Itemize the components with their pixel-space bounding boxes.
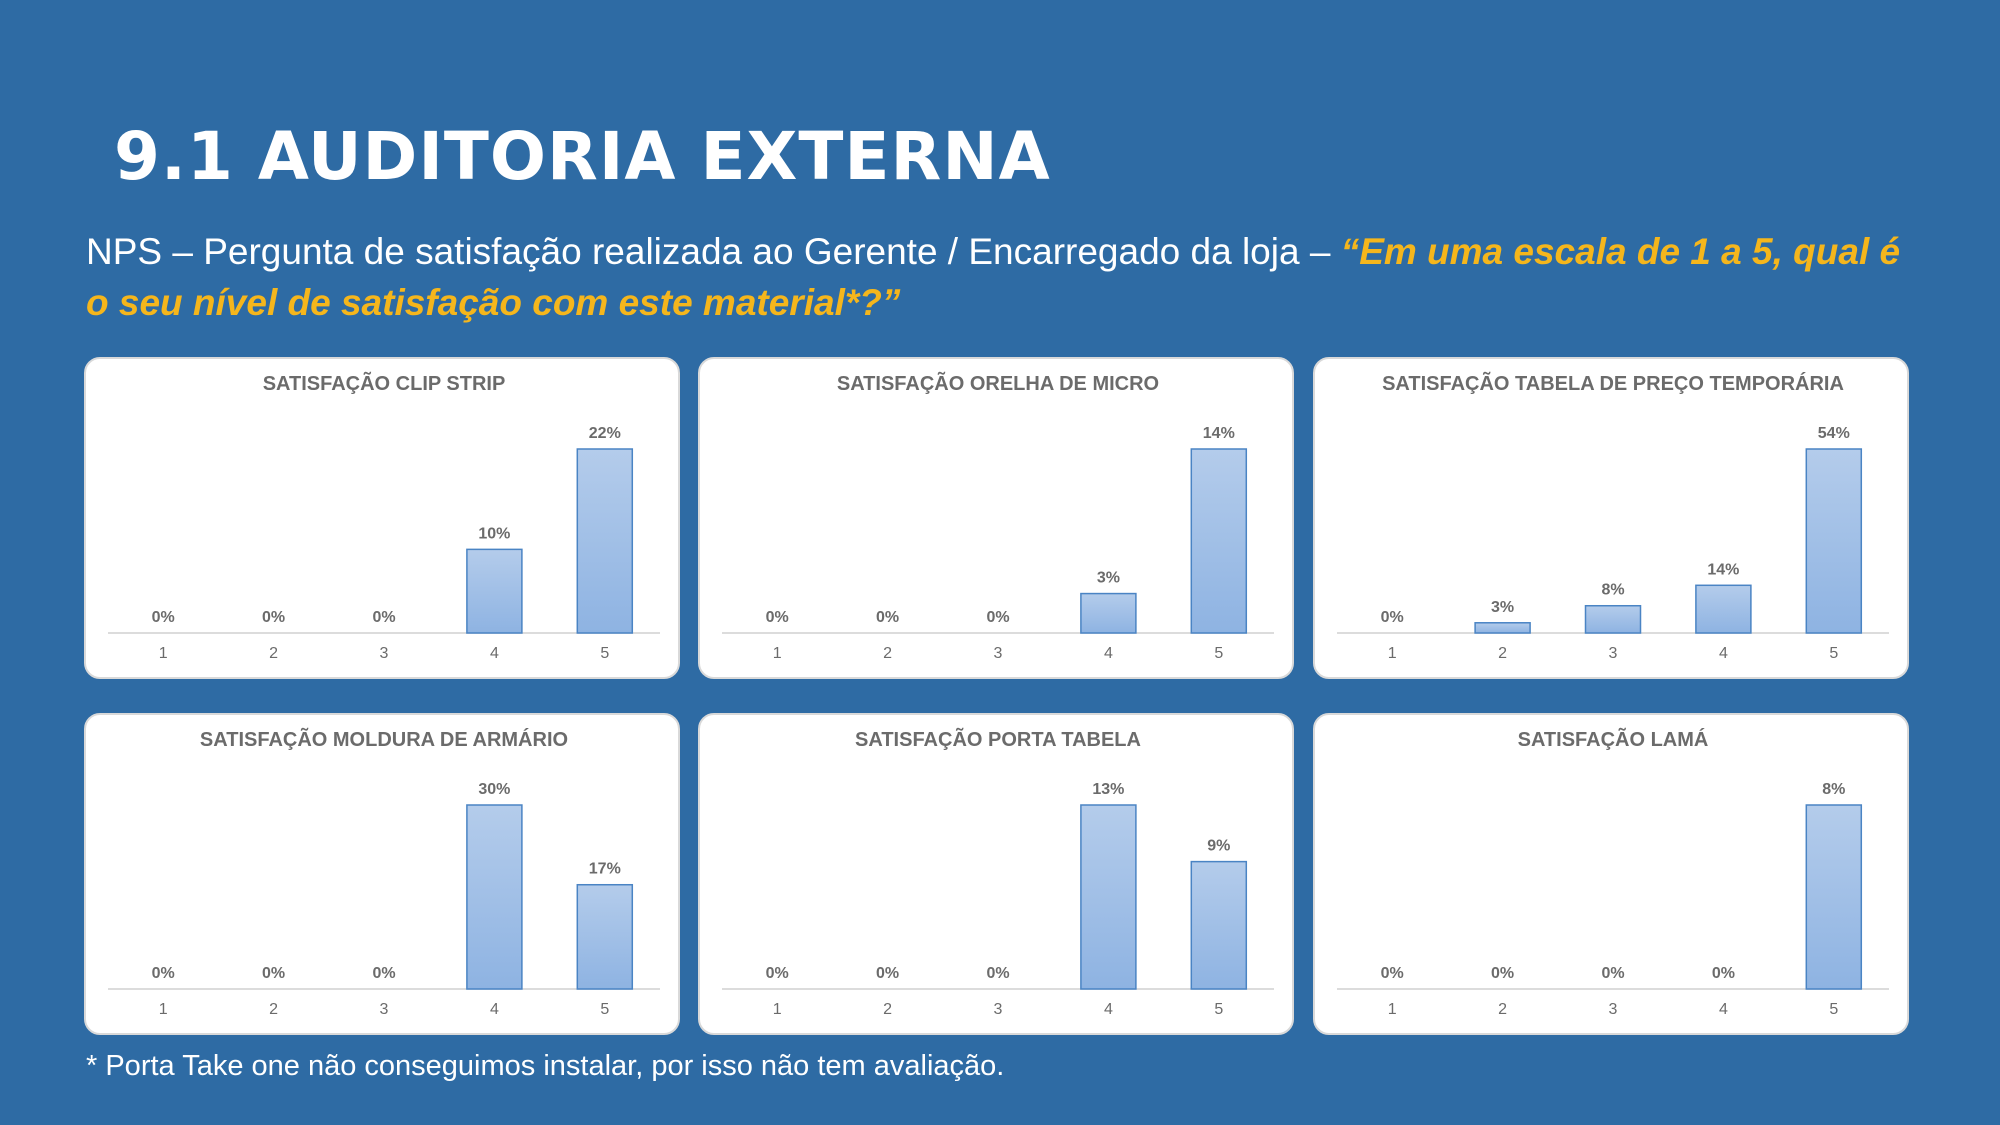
x-tick-label: 2: [883, 1001, 892, 1018]
data-label: 0%: [152, 609, 175, 626]
chart-title: SATISFAÇÃO ORELHA DE MICRO: [837, 372, 1159, 395]
bar: [1080, 804, 1137, 990]
x-tick-label: 2: [269, 645, 278, 662]
chart-svg-4: SATISFAÇÃO MOLDURA DE ARMÁRIO 0% 1 0% 2 0% 3 30…: [108, 728, 660, 1018]
bar: [1190, 860, 1248, 990]
data-label: 3%: [1097, 570, 1120, 587]
data-label: 0%: [1601, 965, 1624, 982]
bar: [1190, 448, 1248, 634]
subtitle-quote: “Em uma escala de 1 a 5, qual é o seu ní…: [86, 231, 1901, 323]
chart-title: SATISFAÇÃO CLIP STRIP: [263, 372, 506, 395]
data-label: 13%: [1092, 781, 1124, 798]
x-tick-label: 3: [1609, 645, 1618, 662]
x-tick-label: 1: [159, 645, 168, 662]
x-tick-label: 4: [1719, 645, 1728, 662]
x-tick-label: 5: [1829, 645, 1838, 662]
chart-svg-2: SATISFAÇÃO ORELHA DE MICRO 0% 1 0% 2 0% 3 3% 4 14…: [722, 372, 1274, 662]
x-tick-label: 2: [1498, 645, 1507, 662]
x-tick-label: 3: [380, 1001, 389, 1018]
x-tick-label: 1: [1388, 645, 1397, 662]
page-title: 9.1 AUDITORIA EXTERNA: [114, 118, 1051, 195]
data-label: 0%: [262, 965, 285, 982]
data-label: 17%: [589, 861, 621, 878]
bar: [576, 448, 634, 634]
data-label: 9%: [1207, 838, 1230, 855]
data-label: 0%: [876, 965, 899, 982]
x-tick-label: 3: [1609, 1001, 1618, 1018]
x-tick-label: 4: [1104, 645, 1113, 662]
bar: [1584, 604, 1642, 634]
data-label: 0%: [152, 965, 175, 982]
bar: [1474, 622, 1531, 634]
data-label: 54%: [1818, 425, 1850, 442]
chart-title: SATISFAÇÃO MOLDURA DE ARMÁRIO: [200, 728, 568, 751]
x-tick-label: 2: [1498, 1001, 1507, 1018]
x-tick-label: 4: [490, 645, 499, 662]
data-label: 0%: [1381, 965, 1404, 982]
x-tick-label: 1: [773, 1001, 782, 1018]
data-label: 0%: [986, 965, 1009, 982]
data-label: 0%: [1491, 965, 1514, 982]
x-tick-label: 1: [773, 645, 782, 662]
x-tick-label: 4: [1719, 1001, 1728, 1018]
chart-card-4: SATISFAÇÃO MOLDURA DE ARMÁRIO 0% 1 0% 2 0% 3 30…: [84, 713, 680, 1035]
data-label: 0%: [766, 609, 789, 626]
x-tick-label: 5: [1214, 645, 1223, 662]
x-tick-label: 3: [380, 645, 389, 662]
data-label: 0%: [1712, 965, 1735, 982]
bar: [466, 804, 523, 990]
data-label: 0%: [372, 609, 395, 626]
chart-card-1: SATISFAÇÃO CLIP STRIP 0% 1 0% 2 0% 3 10% 4 22% 5: [84, 357, 680, 679]
x-tick-label: 1: [159, 1001, 168, 1018]
data-label: 0%: [876, 609, 899, 626]
subtitle-text: NPS – Pergunta de satisfação realizada a…: [86, 231, 1341, 272]
bar: [576, 883, 634, 990]
x-tick-label: 2: [883, 645, 892, 662]
x-tick-label: 4: [490, 1001, 499, 1018]
chart-title: SATISFAÇÃO PORTA TABELA: [855, 728, 1141, 751]
x-tick-label: 5: [600, 645, 609, 662]
bar: [466, 548, 523, 634]
data-label: 30%: [478, 781, 510, 798]
x-tick-label: 5: [600, 1001, 609, 1018]
x-tick-label: 5: [1829, 1001, 1838, 1018]
data-label: 0%: [986, 609, 1009, 626]
data-label: 8%: [1822, 781, 1845, 798]
x-tick-label: 2: [269, 1001, 278, 1018]
chart-card-5: SATISFAÇÃO PORTA TABELA 0% 1 0% 2 0% 3 13% 4 9% 5: [698, 713, 1294, 1035]
footnote: * Porta Take one não conseguimos instala…: [86, 1050, 1005, 1082]
x-tick-label: 1: [1388, 1001, 1397, 1018]
data-label: 0%: [1381, 609, 1404, 626]
x-tick-label: 4: [1104, 1001, 1113, 1018]
data-label: 0%: [262, 609, 285, 626]
chart-card-2: SATISFAÇÃO ORELHA DE MICRO 0% 1 0% 2 0% 3 3% 4 14…: [698, 357, 1294, 679]
x-tick-label: 3: [994, 645, 1003, 662]
data-label: 14%: [1203, 425, 1235, 442]
x-tick-label: 3: [994, 1001, 1003, 1018]
data-label: 22%: [589, 425, 621, 442]
chart-card-3: SATISFAÇÃO TABELA DE PREÇO TEMPORÁRIA 0% 1…: [1313, 357, 1909, 679]
chart-title: SATISFAÇÃO LAMÁ: [1518, 728, 1709, 751]
chart-svg-6: SATISFAÇÃO LAMÁ 0% 1 0% 2 0% 3 0% 4 8% 5: [1337, 728, 1889, 1018]
bar: [1805, 448, 1863, 634]
data-label: 3%: [1491, 599, 1514, 616]
chart-svg-3: SATISFAÇÃO TABELA DE PREÇO TEMPORÁRIA 0% 1…: [1337, 372, 1889, 662]
data-label: 8%: [1601, 582, 1624, 599]
bar: [1695, 584, 1752, 634]
subtitle: NPS – Pergunta de satisfação realizada a…: [86, 226, 1926, 328]
data-label: 14%: [1707, 561, 1739, 578]
data-label: 0%: [766, 965, 789, 982]
chart-card-6: SATISFAÇÃO LAMÁ 0% 1 0% 2 0% 3 0% 4 8% 5: [1313, 713, 1909, 1035]
data-label: 10%: [478, 525, 510, 542]
x-tick-label: 5: [1214, 1001, 1223, 1018]
data-label: 0%: [372, 965, 395, 982]
bar: [1080, 592, 1137, 634]
chart-svg-5: SATISFAÇÃO PORTA TABELA 0% 1 0% 2 0% 3 13% 4 9% 5: [722, 728, 1274, 1018]
bar: [1805, 804, 1863, 990]
chart-title: SATISFAÇÃO TABELA DE PREÇO TEMPORÁRIA: [1382, 372, 1844, 395]
